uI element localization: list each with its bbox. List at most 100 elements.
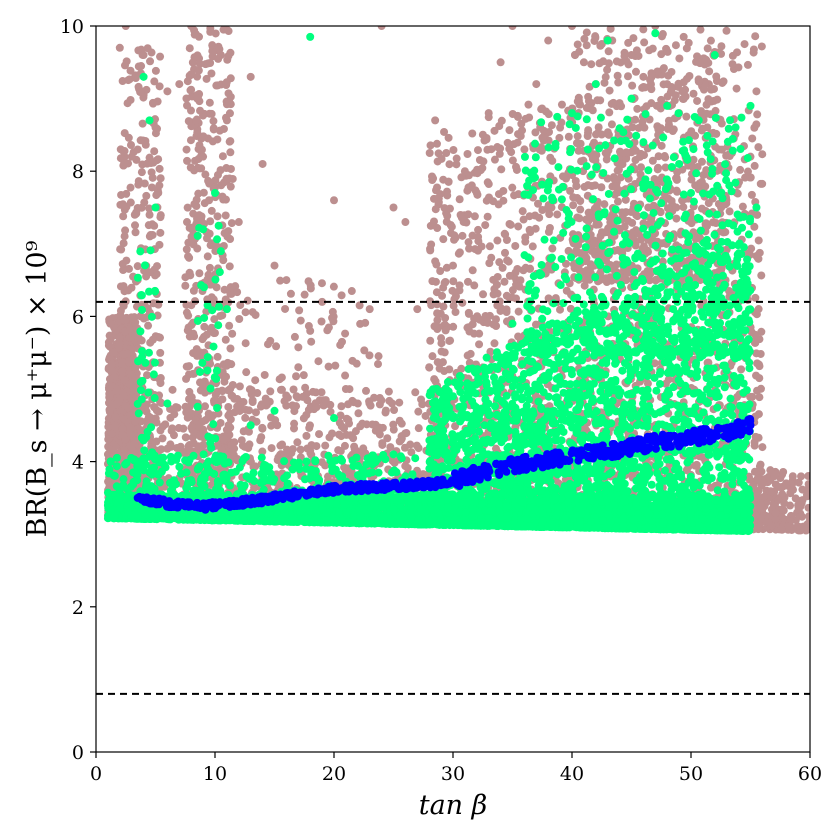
brown-point xyxy=(531,128,540,137)
brown-point xyxy=(123,99,132,108)
brown-point xyxy=(133,262,142,271)
brown-point xyxy=(535,213,544,222)
brown-point xyxy=(725,207,734,216)
brown-point xyxy=(163,444,172,453)
brown-point xyxy=(605,86,614,95)
brown-point xyxy=(205,98,214,107)
brown-point xyxy=(184,252,193,261)
brown-point xyxy=(329,282,338,291)
brown-point xyxy=(473,169,482,178)
brown-point xyxy=(381,406,390,415)
brown-point xyxy=(148,335,157,344)
brown-point xyxy=(260,370,269,379)
brown-point xyxy=(728,51,737,60)
brown-point xyxy=(751,293,760,302)
brown-point xyxy=(211,390,220,399)
brown-point xyxy=(195,164,204,173)
brown-point xyxy=(110,422,119,431)
brown-point xyxy=(445,365,454,374)
brown-point xyxy=(182,308,191,317)
brown-point xyxy=(548,156,557,165)
brown-point xyxy=(483,212,492,221)
brown-point xyxy=(433,316,442,325)
brown-point xyxy=(507,148,516,157)
brown-point xyxy=(241,405,250,414)
brown-point xyxy=(107,360,116,369)
brown-point xyxy=(558,172,567,181)
brown-point xyxy=(331,361,340,370)
brown-point xyxy=(233,288,242,297)
brown-point xyxy=(743,167,752,176)
brown-point xyxy=(321,441,330,450)
brown-point xyxy=(337,291,346,300)
brown-point xyxy=(341,371,350,380)
brown-point xyxy=(406,440,415,449)
brown-point xyxy=(247,386,256,395)
brown-point xyxy=(358,419,367,428)
brown-point xyxy=(414,407,423,416)
brown-point xyxy=(397,434,406,443)
brown-point xyxy=(295,306,304,315)
brown-point xyxy=(737,365,746,374)
brown-point xyxy=(225,137,234,146)
brown-point xyxy=(341,329,350,338)
brown-point xyxy=(444,133,453,142)
brown-point xyxy=(187,423,196,432)
brown-point xyxy=(467,181,476,190)
brown-point xyxy=(438,358,447,367)
brown-point xyxy=(187,106,196,115)
brown-point xyxy=(296,445,305,454)
brown-point xyxy=(387,399,396,408)
brown-point xyxy=(449,145,458,154)
brown-point xyxy=(436,190,445,199)
brown-point xyxy=(314,357,323,366)
brown-point xyxy=(146,57,155,66)
brown-point xyxy=(226,344,235,353)
brown-point xyxy=(117,190,126,199)
brown-point xyxy=(433,325,442,334)
brown-point xyxy=(311,388,320,397)
brown-point xyxy=(518,207,527,216)
brown-point xyxy=(185,44,194,53)
brown-point xyxy=(189,439,198,448)
brown-point xyxy=(494,190,503,199)
brown-point xyxy=(299,371,308,380)
brown-point xyxy=(431,205,440,214)
brown-point xyxy=(352,359,361,368)
brown-point xyxy=(156,374,165,383)
brown-point xyxy=(557,100,566,109)
brown-point xyxy=(528,242,537,251)
brown-point xyxy=(307,441,316,450)
brown-point xyxy=(756,179,765,188)
brown-point xyxy=(401,462,410,471)
brown-point xyxy=(455,286,464,295)
brown-point xyxy=(136,136,145,145)
brown-point xyxy=(212,81,221,90)
brown-point xyxy=(193,72,202,81)
brown-point xyxy=(187,85,196,94)
brown-point xyxy=(133,145,142,154)
brown-point xyxy=(182,145,191,154)
brown-point xyxy=(121,226,130,235)
brown-point xyxy=(194,422,203,431)
brown-point xyxy=(194,145,203,154)
brown-point xyxy=(258,423,267,432)
brown-point xyxy=(120,315,129,324)
brown-point xyxy=(449,277,458,286)
brown-point xyxy=(755,248,764,257)
brown-point xyxy=(131,228,140,237)
brown-point xyxy=(283,393,292,402)
brown-point xyxy=(740,40,749,49)
brown-point xyxy=(481,221,490,230)
brown-point xyxy=(104,435,113,444)
brown-point xyxy=(156,211,165,220)
brown-point xyxy=(497,165,506,174)
brown-point xyxy=(220,229,229,238)
brown-point xyxy=(493,272,502,281)
brown-point xyxy=(228,381,237,390)
brown-point xyxy=(473,146,482,155)
brown-point xyxy=(183,203,192,212)
brown-point xyxy=(137,168,146,177)
brown-point xyxy=(526,264,535,273)
